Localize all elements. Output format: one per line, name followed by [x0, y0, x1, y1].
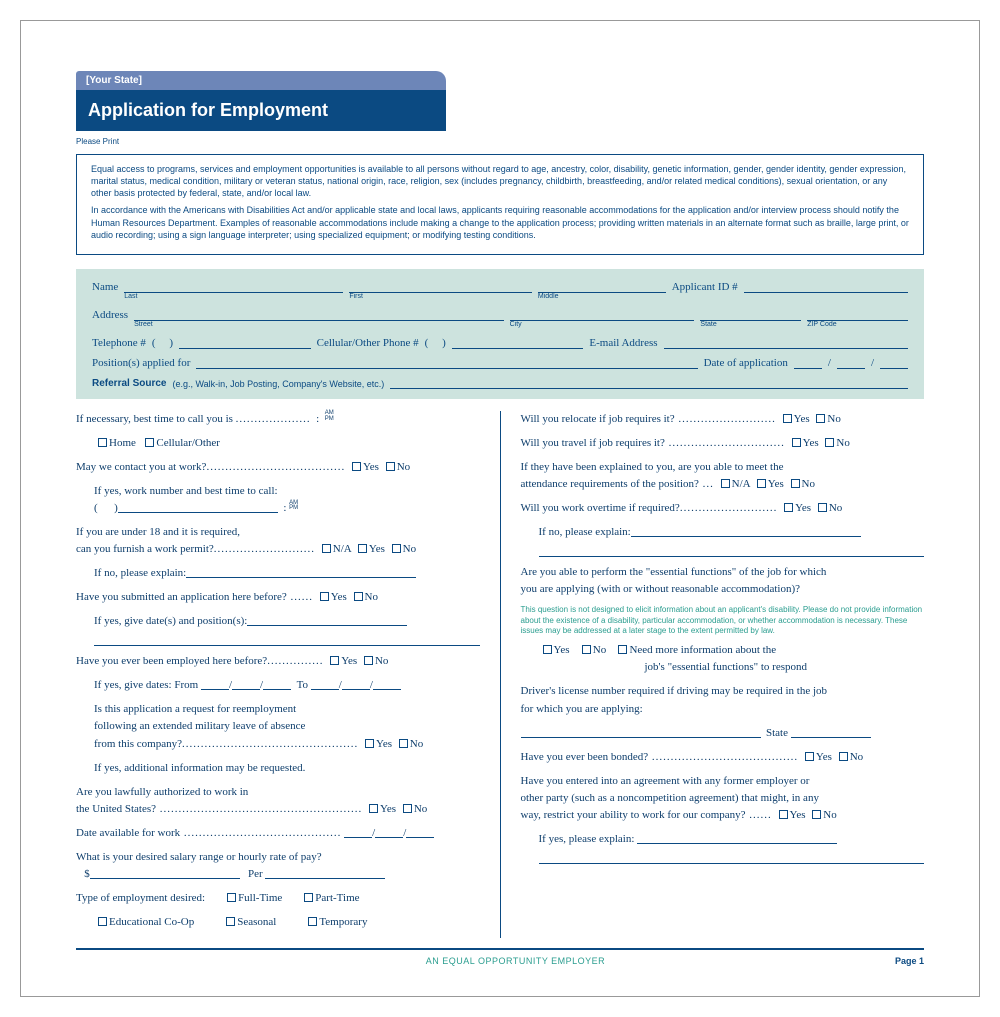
reemploy-yes[interactable]: [365, 739, 374, 748]
form-header: [Your State] Application for Employment: [76, 71, 924, 131]
noncompete-explain-line2[interactable]: [539, 850, 925, 864]
cellular-label: Cellular/Other Phone #: [317, 337, 419, 349]
state-field[interactable]: State: [700, 309, 801, 321]
page-footer: AN EQUAL OPPORTUNITY EMPLOYER Page 1: [76, 956, 924, 966]
relocate-no[interactable]: [816, 414, 825, 423]
salary-field[interactable]: [90, 878, 240, 879]
relocate-yes[interactable]: [783, 414, 792, 423]
lawful-no[interactable]: [403, 804, 412, 813]
form-title: Application for Employment: [76, 90, 446, 131]
telephone-label: Telephone #: [92, 337, 146, 349]
employment-application-form: [Your State] Application for Employment …: [20, 20, 980, 997]
state-tab: [Your State]: [76, 71, 446, 90]
notice-paragraph-2: In accordance with the Americans with Di…: [91, 204, 909, 240]
contact-work-no[interactable]: [386, 462, 395, 471]
left-column: If necessary, best time to call you is .…: [76, 411, 480, 938]
attendance-na[interactable]: [721, 479, 730, 488]
educoop-checkbox[interactable]: [98, 917, 107, 926]
applicant-id-label: Applicant ID #: [672, 281, 738, 293]
address-label: Address: [92, 309, 128, 321]
employed-yes[interactable]: [330, 656, 339, 665]
last-name-field[interactable]: Last: [124, 281, 343, 293]
page-number: Page 1: [895, 956, 924, 966]
please-print-label: Please Print: [76, 137, 924, 146]
noncompete-no[interactable]: [812, 810, 821, 819]
column-divider: [500, 411, 501, 938]
reemploy-no[interactable]: [399, 739, 408, 748]
per-field[interactable]: [265, 878, 385, 879]
travel-no[interactable]: [825, 438, 834, 447]
travel-yes[interactable]: [792, 438, 801, 447]
submitted-dates-line2[interactable]: [94, 632, 480, 646]
lawful-yes[interactable]: [369, 804, 378, 813]
noncompete-yes[interactable]: [779, 810, 788, 819]
cellular-checkbox[interactable]: [145, 438, 154, 447]
disability-note: This question is not designed to elicit …: [521, 605, 925, 636]
date-app-m[interactable]: [794, 358, 822, 369]
contact-work-yes[interactable]: [352, 462, 361, 471]
submitted-yes[interactable]: [320, 592, 329, 601]
cellular-field[interactable]: [452, 337, 584, 349]
attendance-no[interactable]: [791, 479, 800, 488]
overtime-explain-line2[interactable]: [539, 543, 925, 557]
position-field[interactable]: [196, 357, 697, 369]
city-field[interactable]: City: [510, 309, 695, 321]
essential-yes[interactable]: [543, 645, 552, 654]
email-field[interactable]: [664, 337, 908, 349]
first-name-field[interactable]: First: [349, 281, 532, 293]
permit-explain-field[interactable]: [186, 577, 416, 578]
date-app-label: Date of application: [704, 357, 788, 369]
fulltime-checkbox[interactable]: [227, 893, 236, 902]
submitted-dates-field[interactable]: [247, 625, 407, 626]
right-column: Will you relocate if job requires it? ..…: [521, 411, 925, 938]
noncompete-explain-field[interactable]: [637, 843, 837, 844]
temporary-checkbox[interactable]: [308, 917, 317, 926]
telephone-field[interactable]: [179, 337, 311, 349]
permit-no[interactable]: [392, 544, 401, 553]
referral-field[interactable]: [390, 377, 908, 389]
dl-state-field[interactable]: [791, 737, 871, 738]
equal-access-notice: Equal access to programs, services and e…: [76, 154, 924, 255]
overtime-explain-field[interactable]: [631, 536, 861, 537]
eoe-statement: AN EQUAL OPPORTUNITY EMPLOYER: [136, 956, 895, 966]
zip-field[interactable]: ZIP Code: [807, 309, 908, 321]
notice-paragraph-1: Equal access to programs, services and e…: [91, 163, 909, 199]
submitted-no[interactable]: [354, 592, 363, 601]
referral-label: Referral Source: [92, 378, 166, 389]
seasonal-checkbox[interactable]: [226, 917, 235, 926]
essential-more[interactable]: [618, 645, 627, 654]
permit-yes[interactable]: [358, 544, 367, 553]
street-field[interactable]: Street: [134, 309, 504, 321]
email-label: E-mail Address: [589, 337, 657, 349]
bonded-no[interactable]: [839, 752, 848, 761]
overtime-no[interactable]: [818, 503, 827, 512]
middle-name-field[interactable]: Middle: [538, 281, 666, 293]
attendance-yes[interactable]: [757, 479, 766, 488]
questions-columns: If necessary, best time to call you is .…: [76, 411, 924, 950]
name-label: Name: [92, 281, 118, 293]
date-app-y[interactable]: [880, 358, 908, 369]
parttime-checkbox[interactable]: [304, 893, 313, 902]
work-number-field[interactable]: [118, 512, 278, 513]
bonded-yes[interactable]: [805, 752, 814, 761]
date-app-d[interactable]: [837, 358, 865, 369]
applicant-id-field[interactable]: [744, 281, 908, 293]
referral-hint: (e.g., Walk-in, Job Posting, Company's W…: [172, 379, 384, 389]
applicant-info-panel: Name Last First Middle Applicant ID # Ad…: [76, 269, 924, 399]
essential-no[interactable]: [582, 645, 591, 654]
overtime-yes[interactable]: [784, 503, 793, 512]
permit-na[interactable]: [322, 544, 331, 553]
dl-number-field[interactable]: [521, 737, 761, 738]
home-checkbox[interactable]: [98, 438, 107, 447]
position-label: Position(s) applied for: [92, 357, 190, 369]
employed-no[interactable]: [364, 656, 373, 665]
